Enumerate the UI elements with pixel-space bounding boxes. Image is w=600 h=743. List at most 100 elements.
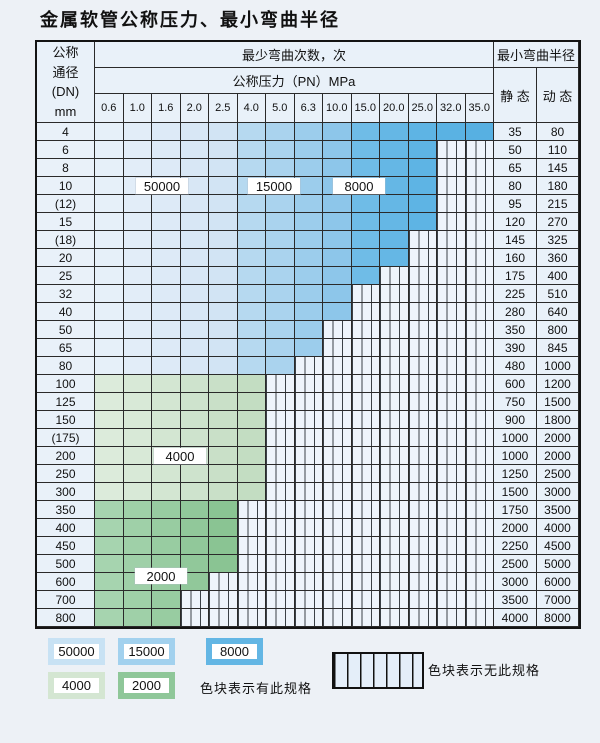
pressure-cell-colored — [266, 321, 295, 339]
pressure-cell-no-spec — [465, 447, 494, 465]
pressure-cell-no-spec — [351, 537, 380, 555]
dynamic-radius-cell: 145 — [537, 159, 579, 177]
table-row: 300 1500 3000 — [37, 483, 579, 501]
pressure-cell-no-spec — [437, 375, 466, 393]
corner-header-line: (DN) — [51, 84, 80, 99]
pressure-cell-colored — [180, 195, 209, 213]
pressure-cell-no-spec — [323, 429, 352, 447]
bend-cycles-header: 最少弯曲次数，次 — [95, 42, 494, 68]
pressure-cell-no-spec — [380, 429, 409, 447]
pressure-cell-colored — [294, 213, 323, 231]
table-row: 8 65 145 — [37, 159, 579, 177]
pressure-column-header: 6.3 — [294, 94, 323, 123]
dn-cell: 700 — [37, 591, 95, 609]
pressure-cell-colored — [323, 159, 352, 177]
pressure-cell-colored — [351, 231, 380, 249]
corner-header-line: 公称 — [52, 45, 79, 60]
table-row: 400 2000 4000 — [37, 519, 579, 537]
pressure-cell-colored — [95, 411, 124, 429]
pressure-cell-colored — [180, 429, 209, 447]
pressure-cell-colored — [237, 357, 266, 375]
pressure-cell-no-spec — [465, 483, 494, 501]
pressure-cell-colored — [209, 285, 238, 303]
pressure-cell-colored — [209, 123, 238, 141]
pressure-cell-colored — [294, 303, 323, 321]
dynamic-radius-cell: 80 — [537, 123, 579, 141]
pressure-cell-no-spec — [209, 573, 238, 591]
pressure-cell-colored — [237, 339, 266, 357]
pressure-cell-no-spec — [323, 501, 352, 519]
pressure-cell-colored — [323, 249, 352, 267]
pressure-cell-colored — [209, 339, 238, 357]
pressure-cell-no-spec — [437, 429, 466, 447]
pressure-cell-colored — [180, 483, 209, 501]
pressure-column-header: 2.0 — [180, 94, 209, 123]
pressure-cell-no-spec — [351, 447, 380, 465]
corner-header-line: 通径 — [52, 64, 79, 80]
static-radius-cell: 225 — [494, 285, 537, 303]
pressure-cell-no-spec — [266, 519, 295, 537]
pressure-cell-colored — [180, 267, 209, 285]
static-radius-cell: 2000 — [494, 519, 537, 537]
pressure-cell-no-spec — [294, 375, 323, 393]
dynamic-radius-cell: 2000 — [537, 429, 579, 447]
pressure-column-header: 2.5 — [209, 94, 238, 123]
pressure-cell-colored — [237, 321, 266, 339]
pressure-cell-colored — [351, 213, 380, 231]
pressure-cell-no-spec — [465, 141, 494, 159]
legend: 50000 15000 8000 4000 2000 色块表示有此规格 色块表示无此规格 — [48, 638, 578, 708]
pressure-cell-no-spec — [380, 375, 409, 393]
static-header: 静 态 — [494, 68, 537, 123]
pressure-cell-no-spec — [294, 429, 323, 447]
zone-cycle-label: 50000 — [136, 178, 188, 194]
pressure-cell-colored — [152, 537, 181, 555]
pressure-cell-colored — [237, 411, 266, 429]
pressure-cell-colored — [123, 537, 152, 555]
pressure-cell-colored — [237, 465, 266, 483]
dn-cell: (12) — [37, 195, 95, 213]
pressure-cell-colored — [123, 411, 152, 429]
pressure-column-header: 25.0 — [408, 94, 437, 123]
pressure-cell-no-spec — [465, 609, 494, 627]
pressure-cell-colored — [152, 321, 181, 339]
pressure-cell-colored — [266, 231, 295, 249]
pressure-cell-colored — [123, 429, 152, 447]
dynamic-radius-cell: 360 — [537, 249, 579, 267]
pressure-cell-colored — [237, 141, 266, 159]
pressure-cell-no-spec — [266, 483, 295, 501]
pressure-column-header: 0.6 — [95, 94, 124, 123]
dn-cell: 400 — [37, 519, 95, 537]
pressure-cell-colored — [180, 375, 209, 393]
pressure-cell-colored — [380, 159, 409, 177]
pressure-cell-colored — [95, 357, 124, 375]
pressure-cell-no-spec — [465, 321, 494, 339]
pressure-cell-no-spec — [408, 501, 437, 519]
pressure-cell-colored — [123, 465, 152, 483]
pressure-cell-colored — [209, 321, 238, 339]
static-radius-cell: 50 — [494, 141, 537, 159]
dn-cell: 32 — [37, 285, 95, 303]
table-row: 100 600 1200 — [37, 375, 579, 393]
pressure-cell-no-spec — [294, 483, 323, 501]
pressure-cell-colored — [408, 123, 437, 141]
zone-cycle-label: 4000 — [154, 448, 206, 464]
pressure-cell-colored — [237, 393, 266, 411]
pressure-cell-no-spec — [323, 519, 352, 537]
pressure-cell-colored — [294, 231, 323, 249]
page-title: 金属软管公称压力、最小弯曲半径 — [40, 10, 340, 31]
static-radius-cell: 350 — [494, 321, 537, 339]
pressure-cell-colored — [437, 123, 466, 141]
table-row: 15 120 270 — [37, 213, 579, 231]
pressure-cell-no-spec — [351, 573, 380, 591]
pressure-column-header: 10.0 — [323, 94, 352, 123]
pressure-cell-no-spec — [380, 267, 409, 285]
pressure-cell-no-spec — [237, 591, 266, 609]
pressure-cell-colored — [180, 213, 209, 231]
pressure-cell-no-spec — [408, 429, 437, 447]
static-radius-cell: 65 — [494, 159, 537, 177]
pressure-cell-colored — [123, 123, 152, 141]
pressure-cell-no-spec — [408, 573, 437, 591]
pressure-cell-colored — [237, 429, 266, 447]
pressure-cell-colored — [180, 303, 209, 321]
pressure-cell-colored — [237, 159, 266, 177]
